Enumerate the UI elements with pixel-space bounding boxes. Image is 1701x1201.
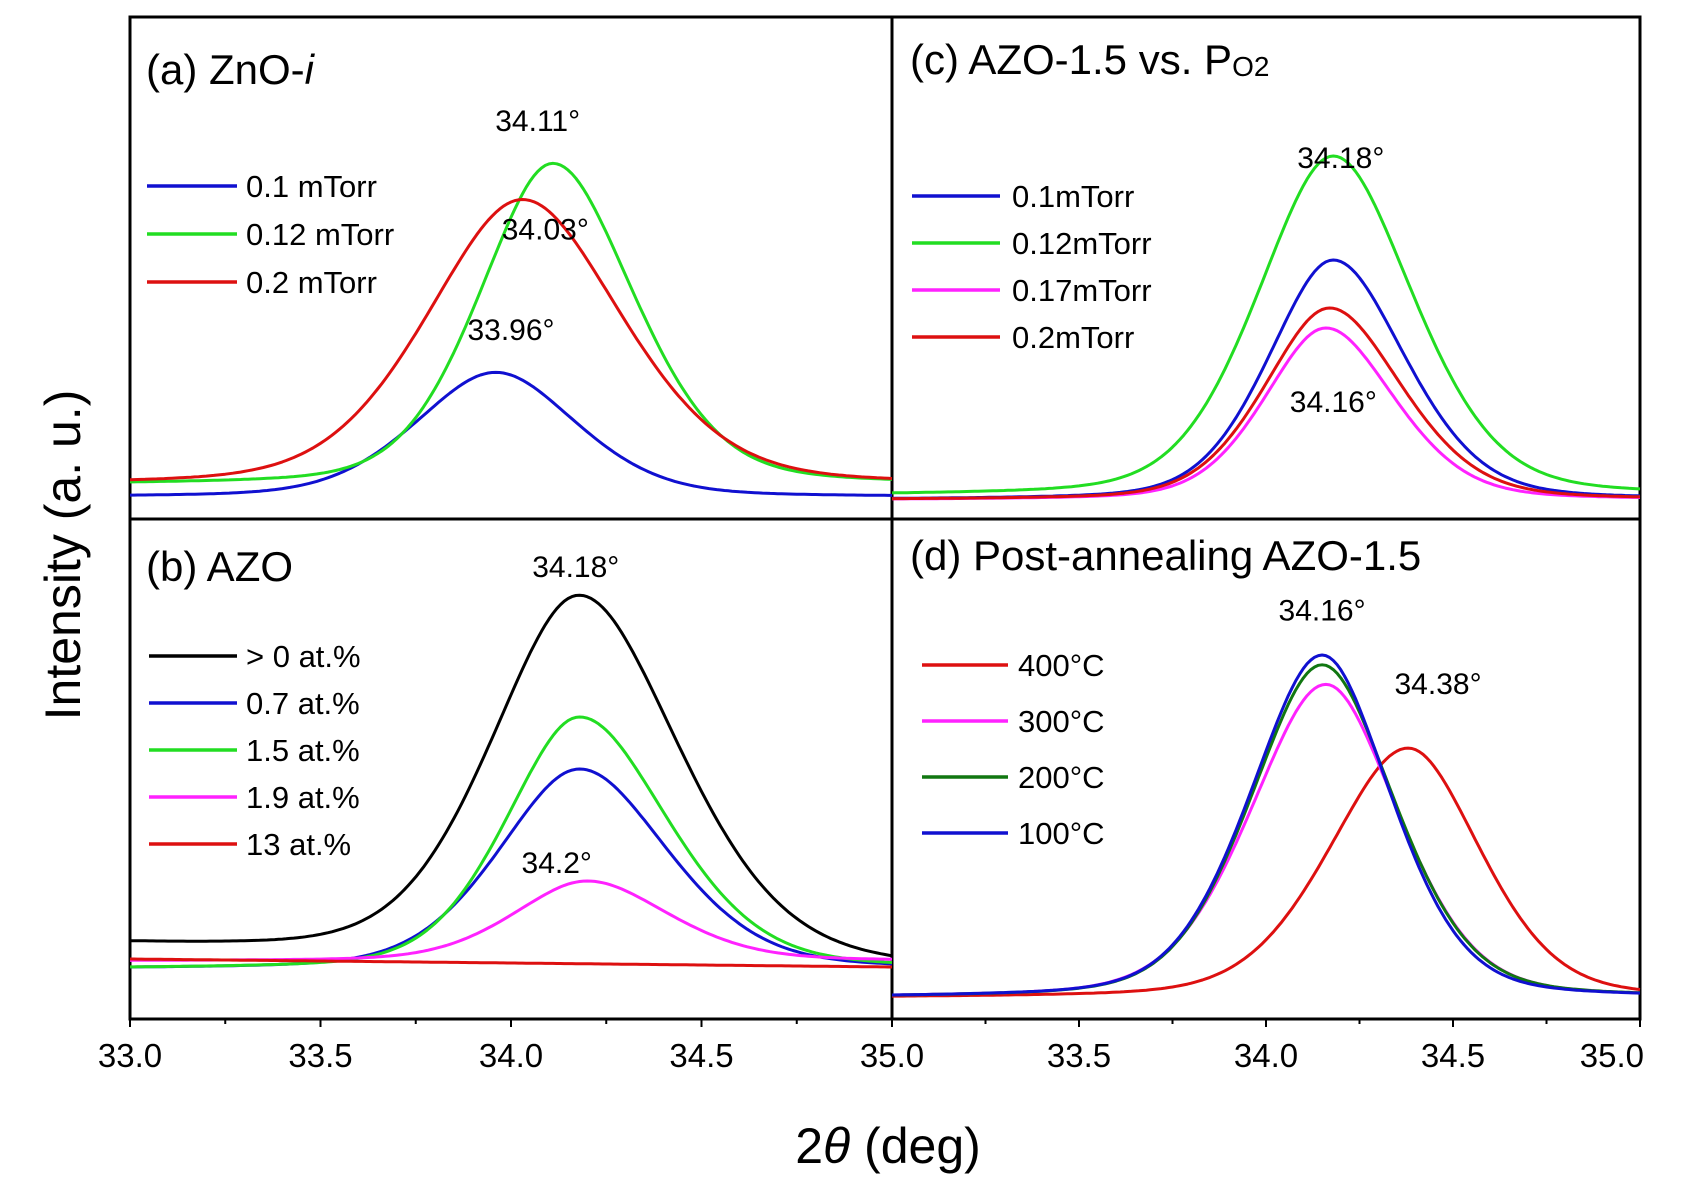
legend-label-a-0: 0.1 mTorr: [246, 169, 377, 204]
series-line-b-0: [130, 593, 893, 958]
x-axis-title: 2θ (deg): [795, 1118, 981, 1174]
legend-label-d-3: 100°C: [1018, 816, 1105, 851]
x-tick-label-0-0: 33.0: [98, 1037, 162, 1074]
legend-label-d-2: 200°C: [1018, 760, 1105, 795]
peak-label-a-1: 34.03°: [502, 214, 589, 247]
legend-label-b-2: 1.5 at.%: [246, 733, 360, 768]
series-line-c-2: [892, 326, 1641, 501]
legend-label-c-0: 0.1mTorr: [1012, 179, 1134, 214]
x-tick-label-0-4: 35.0: [860, 1037, 924, 1074]
series-line-d-1: [892, 682, 1641, 997]
peak-label-d-0: 34.16°: [1279, 595, 1366, 628]
legend-label-c-2: 0.17mTorr: [1012, 273, 1152, 308]
series-line-b-2: [130, 715, 893, 969]
x-tick-label-1-4: 35.0: [1580, 1037, 1644, 1074]
x-tick-label-0-3: 34.5: [669, 1037, 733, 1074]
series-line-c-0: [891, 258, 1641, 500]
panel-c-frame: [890, 15, 1642, 521]
peak-label-c-1: 34.16°: [1290, 386, 1377, 419]
series-line-c-3: [891, 306, 1641, 501]
series-line-a-1: [130, 161, 893, 484]
series-line-c-1: [891, 154, 1641, 495]
series-line-a-2: [129, 198, 893, 482]
y-axis-title: Intensity (a. u.): [35, 390, 91, 721]
peak-label-a-0: 34.11°: [495, 105, 580, 138]
ticks-layer: 33.0 33.5 34.0 34.5 35.0 33.5 34.0 34.5 35.0: [98, 1019, 1644, 1074]
series-line-b-3: [129, 879, 892, 962]
curves-layer: 34.11° 34.03° 33.96° 34.18° 34.2° 34.18° 34.16…: [129, 105, 1641, 998]
legend-label-b-1: 0.7 at.%: [246, 686, 360, 721]
legend-label-a-2: 0.2 mTorr: [246, 265, 377, 300]
panel-c-title: (c) AZO-1.5 vs. PO2: [910, 36, 1269, 83]
legend-label-d-0: 400°C: [1018, 648, 1105, 683]
legend-label-c-3: 0.2mTorr: [1012, 320, 1134, 355]
series-line-b-4: [130, 957, 892, 969]
peak-label-b-0: 34.18°: [532, 551, 619, 584]
peak-label-b-1: 34.2°: [522, 847, 592, 880]
x-tick-label-1-2: 34.0: [1234, 1037, 1298, 1074]
x-tick-label-0-1: 33.5: [288, 1037, 352, 1074]
panel-a-title: (a) ZnO-i: [146, 46, 316, 93]
legends-layer: 0.1 mTorr 0.12 mTorr 0.2 mTorr > 0 at.% 0.7 …: [147, 169, 1152, 862]
legend-label-b-0: > 0 at.%: [246, 639, 361, 674]
panel-b-title: (b) AZO: [146, 543, 293, 590]
series-line-d-0: [892, 746, 1641, 998]
series-line-d-3: [891, 653, 1641, 997]
legend-label-b-4: 13 at.%: [246, 827, 351, 862]
legend-label-d-1: 300°C: [1018, 704, 1105, 739]
legend-label-a-1: 0.12 mTorr: [246, 217, 394, 252]
panel-d-frame: [890, 517, 1642, 1021]
series-line-a-0: [130, 370, 892, 497]
panel-d-title: (d) Post-annealing AZO-1.5: [910, 532, 1421, 579]
series-line-d-2: [891, 663, 1641, 997]
legend-label-b-3: 1.9 at.%: [246, 780, 360, 815]
x-tick-label-1-1: 33.5: [1047, 1037, 1111, 1074]
legend-label-c-1: 0.12mTorr: [1012, 226, 1152, 261]
peak-label-a-2: 33.96°: [467, 314, 554, 347]
peak-label-c-0: 34.18°: [1297, 142, 1384, 175]
peak-label-d-1: 34.38°: [1395, 668, 1482, 701]
x-tick-label-1-3: 34.5: [1421, 1037, 1485, 1074]
x-tick-label-0-2: 34.0: [479, 1037, 543, 1074]
